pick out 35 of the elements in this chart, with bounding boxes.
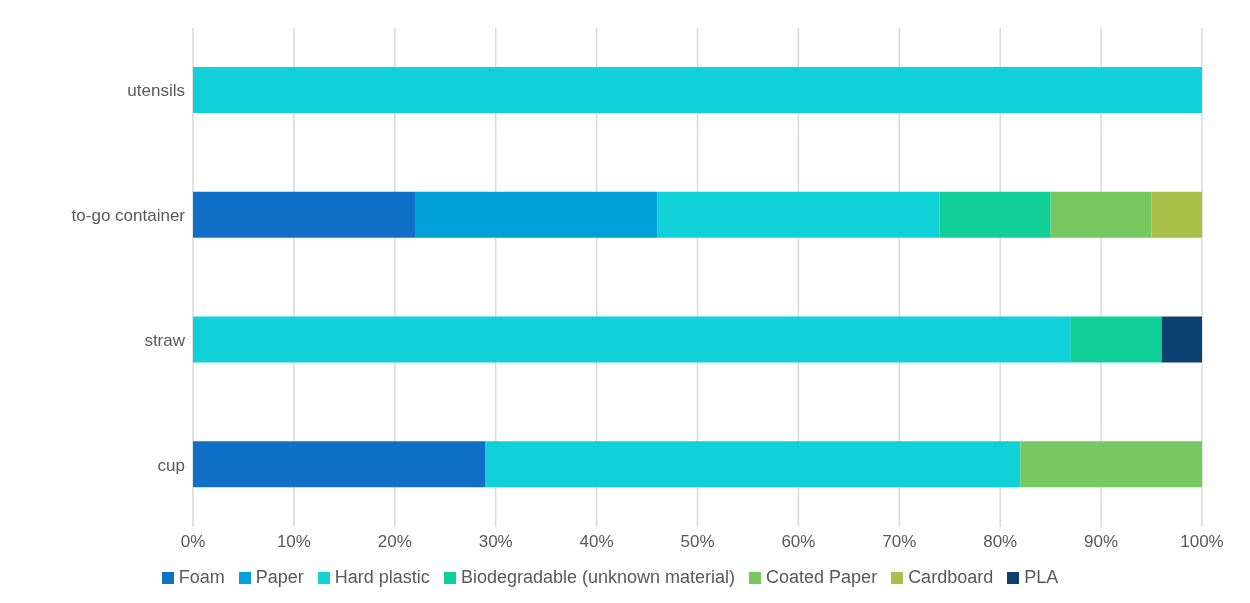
bar — [193, 441, 486, 488]
x-tick-label: 60% — [781, 532, 816, 552]
bar — [1161, 316, 1202, 363]
bar — [1151, 191, 1202, 238]
legend-label: PLA — [1024, 567, 1059, 588]
legend-label: Hard plastic — [334, 567, 430, 588]
x-tick-label: 80% — [983, 532, 1018, 552]
bar — [1020, 441, 1202, 488]
y-tick-label: straw — [144, 330, 186, 350]
bar — [657, 191, 940, 238]
y-tick-label: to-go container — [71, 206, 186, 226]
x-tick-label: 20% — [377, 532, 412, 552]
x-tick-label: 10% — [276, 532, 311, 552]
y-tick-label: utensils — [127, 81, 185, 101]
x-tick-label: 40% — [579, 532, 614, 552]
x-tick-label: 100% — [1180, 532, 1224, 552]
legend-label: Paper — [255, 567, 304, 588]
bar — [1070, 316, 1162, 363]
x-tick-label: 70% — [882, 532, 917, 552]
x-tick-label: 50% — [680, 532, 715, 552]
legend-label: Coated Paper — [766, 567, 878, 588]
bar — [1050, 191, 1152, 238]
bar — [193, 316, 1071, 363]
bar — [414, 191, 658, 238]
bar — [193, 191, 415, 238]
x-tick-label: 30% — [478, 532, 513, 552]
y-tick-label: cup — [157, 455, 185, 475]
legend-label: Foam — [178, 567, 225, 588]
x-tick-label: 0% — [180, 532, 206, 552]
bar — [939, 191, 1051, 238]
bar — [193, 67, 1202, 113]
legend-label: Biodegradable (unknown material) — [460, 567, 736, 588]
x-tick-label: 90% — [1084, 532, 1119, 552]
legend-label: Cardboard — [908, 567, 994, 588]
bar — [485, 441, 1021, 488]
